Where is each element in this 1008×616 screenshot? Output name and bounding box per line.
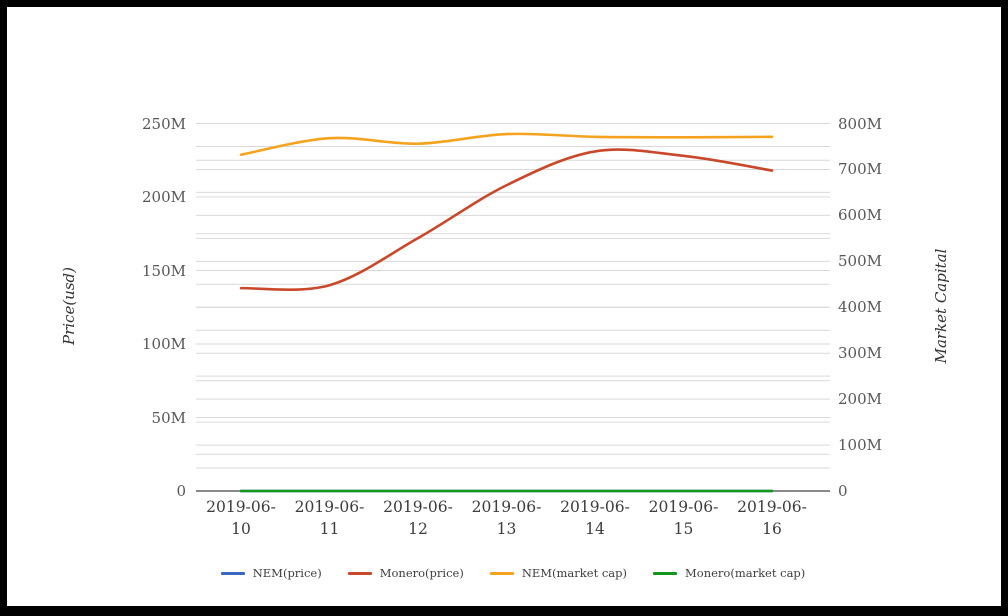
left-axis-title: Price(usd) bbox=[60, 266, 78, 346]
x-tick-line1: 2019-06- bbox=[560, 498, 630, 516]
x-tick-line2: 14 bbox=[585, 520, 605, 538]
left-axis-tick: 100M bbox=[142, 335, 186, 353]
right-axis-title: Market Capital bbox=[932, 248, 950, 364]
x-axis-tick: 2019-06- 15 bbox=[624, 496, 744, 540]
x-tick-line2: 11 bbox=[319, 520, 340, 538]
legend-item-monero-market-cap: Monero(market cap) bbox=[653, 566, 805, 580]
x-tick-line2: 16 bbox=[762, 520, 782, 538]
x-tick-line1: 2019-06- bbox=[471, 498, 542, 516]
right-axis-tick: 500M bbox=[838, 252, 882, 271]
x-tick-line1: 2019-06- bbox=[737, 498, 807, 516]
frame-border-bottom bbox=[0, 606, 1008, 616]
left-axis-tick: 0 bbox=[176, 482, 186, 500]
right-axis-tick: 300M bbox=[838, 344, 882, 363]
series-line-monero-price bbox=[239, 148, 774, 291]
x-tick-line2: 10 bbox=[231, 520, 251, 538]
right-axis-tick: 700M bbox=[838, 160, 882, 179]
x-tick-line1: 2019-06- bbox=[648, 498, 719, 516]
x-tick-line1: 2019-06- bbox=[383, 498, 453, 516]
legend: NEM(price) Monero(price) NEM(market cap)… bbox=[196, 562, 830, 584]
legend-item-nem-market-cap: NEM(market cap) bbox=[489, 566, 627, 580]
frame-border-top bbox=[0, 0, 1008, 7]
right-axis-tick: 200M bbox=[838, 390, 882, 409]
x-tick-line2: 12 bbox=[408, 520, 428, 538]
left-axis-tick: 150M bbox=[142, 261, 186, 280]
legend-swatch-icon bbox=[653, 571, 677, 575]
right-axis-tick: 400M bbox=[838, 298, 882, 317]
legend-swatch-icon bbox=[220, 571, 245, 575]
legend-label: Monero(market cap) bbox=[685, 566, 806, 580]
left-axis-tick: 250M bbox=[142, 114, 186, 133]
x-tick-line1: 2019-06- bbox=[294, 498, 365, 516]
legend-label: Monero(price) bbox=[379, 566, 464, 580]
x-axis-tick: 2019-06- 16 bbox=[712, 496, 832, 540]
x-axis-tick: 2019-06- 11 bbox=[270, 496, 390, 540]
legend-label: NEM(market cap) bbox=[521, 566, 627, 580]
legend-item-monero-price: Monero(price) bbox=[347, 566, 464, 580]
x-axis-tick: 2019-06- 14 bbox=[535, 496, 655, 540]
left-axis-tick: 50M bbox=[151, 408, 186, 427]
right-axis-tick: 0 bbox=[838, 482, 848, 500]
frame-border-right bbox=[1001, 0, 1008, 616]
legend-label: NEM(price) bbox=[252, 566, 322, 580]
right-axis-tick: 800M bbox=[838, 114, 882, 133]
x-axis-tick: 2019-06- 10 bbox=[181, 496, 301, 540]
legend-swatch-icon bbox=[489, 571, 514, 575]
right-axis-tick: 600M bbox=[838, 206, 882, 225]
legend-item-nem-price: NEM(price) bbox=[220, 566, 322, 580]
x-axis-tick: 2019-06- 13 bbox=[447, 496, 567, 540]
legend-swatch-icon bbox=[347, 571, 372, 575]
x-tick-line2: 15 bbox=[673, 520, 694, 538]
x-axis-tick: 2019-06- 12 bbox=[358, 496, 478, 540]
x-tick-line2: 13 bbox=[496, 520, 517, 538]
x-tick-line1: 2019-06- bbox=[206, 498, 276, 516]
frame-border-left bbox=[0, 0, 7, 616]
series-line-nem-market-cap bbox=[239, 132, 774, 157]
left-axis-tick: 200M bbox=[142, 188, 186, 206]
right-axis-tick: 100M bbox=[838, 436, 882, 455]
